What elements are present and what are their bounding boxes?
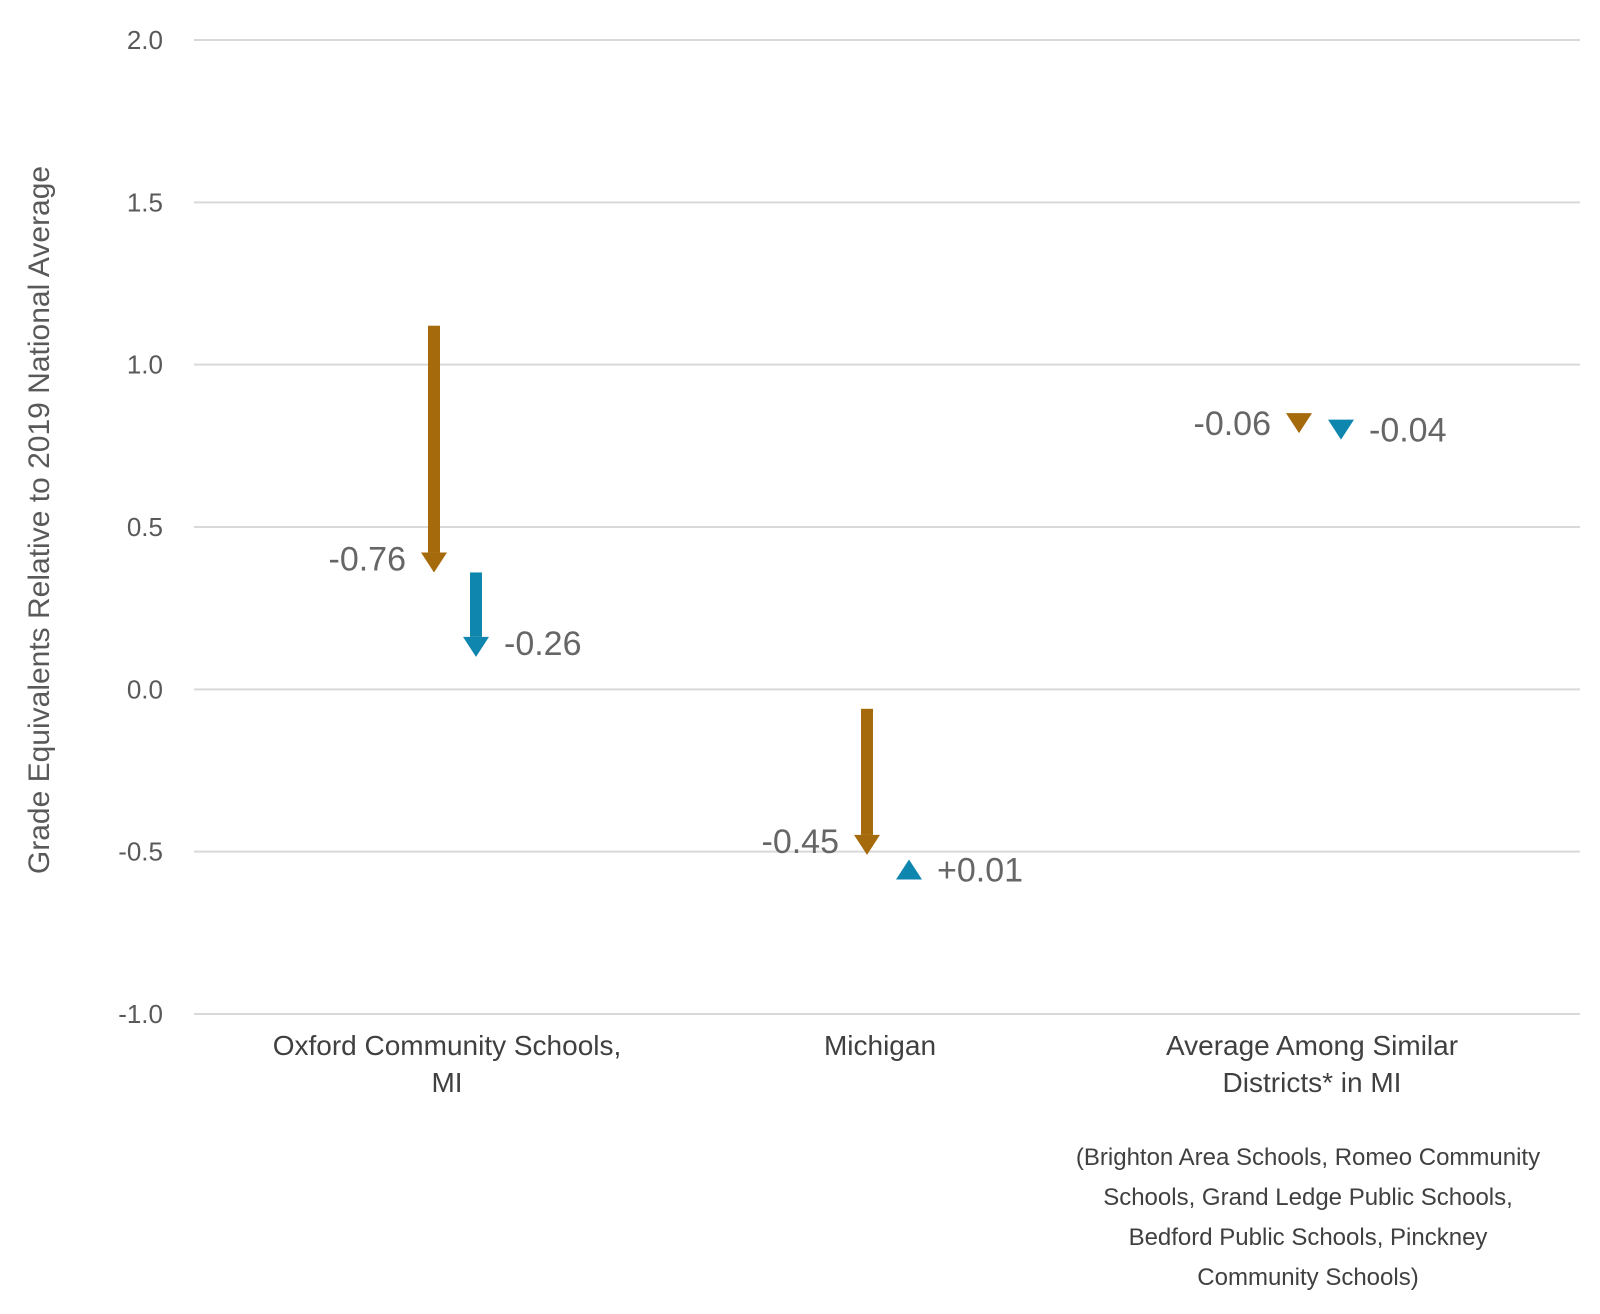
data-label: -0.26 xyxy=(504,625,582,663)
category-label: MI xyxy=(431,1067,462,1098)
y-tick-label: -1.0 xyxy=(118,999,163,1029)
y-axis-label: Grade Equivalents Relative to 2019 Natio… xyxy=(23,166,56,874)
change-arrow: -0.45 xyxy=(762,708,880,861)
footnote: (Brighton Area Schools, Romeo Community S… xyxy=(1076,1144,1540,1291)
arrow-marks: -0.76 -0.45 -0.06 -0.26 +0.01 -0.04 xyxy=(329,325,1447,890)
y-tick-label: -0.5 xyxy=(118,837,163,867)
footnote-line: Bedford Public Schools, Pinckney xyxy=(1129,1224,1488,1251)
footnote-line: Schools, Grand Ledge Public Schools, xyxy=(1103,1184,1513,1211)
data-label: -0.06 xyxy=(1194,405,1272,443)
arrow-head xyxy=(896,859,922,880)
data-label: -0.04 xyxy=(1369,412,1447,450)
arrow-head xyxy=(1328,419,1354,440)
footnote-line: Community Schools) xyxy=(1197,1264,1418,1291)
arrow-shaft xyxy=(861,708,873,835)
data-label: -0.76 xyxy=(329,540,407,578)
y-tick-label: 0.5 xyxy=(127,512,163,542)
arrow-head xyxy=(463,636,489,657)
footnote-line: (Brighton Area Schools, Romeo Community xyxy=(1076,1144,1540,1171)
category-label: Districts* in MI xyxy=(1223,1067,1402,1098)
category-label: Michigan xyxy=(824,1030,936,1061)
change-arrow: +0.01 xyxy=(896,852,1023,890)
y-tick-label: 1.5 xyxy=(127,187,163,217)
change-arrow: -0.04 xyxy=(1328,412,1447,450)
y-tick-label: 0.0 xyxy=(127,674,163,704)
category-labels: Oxford Community Schools, MI Michigan Avera… xyxy=(273,1030,1458,1098)
data-label: +0.01 xyxy=(937,852,1023,890)
change-arrow: -0.76 xyxy=(329,325,447,578)
arrow-head xyxy=(421,552,447,573)
arrow-head xyxy=(854,834,880,855)
y-axis-ticks: 2.0 1.5 1.0 0.5 0.0 -0.5 -1.0 xyxy=(118,25,163,1029)
arrow-shaft xyxy=(470,572,482,637)
change-arrow: -0.06 xyxy=(1194,405,1312,443)
category-label: Average Among Similar xyxy=(1166,1030,1458,1061)
arrow-shaft xyxy=(428,325,440,553)
y-tick-label: 2.0 xyxy=(127,25,163,55)
y-tick-label: 1.0 xyxy=(127,350,163,380)
gridlines xyxy=(194,39,1580,1015)
data-label: -0.45 xyxy=(762,823,840,861)
category-label: Oxford Community Schools, xyxy=(273,1030,622,1061)
arrow-head xyxy=(1286,413,1312,434)
change-arrow: -0.26 xyxy=(463,572,582,663)
